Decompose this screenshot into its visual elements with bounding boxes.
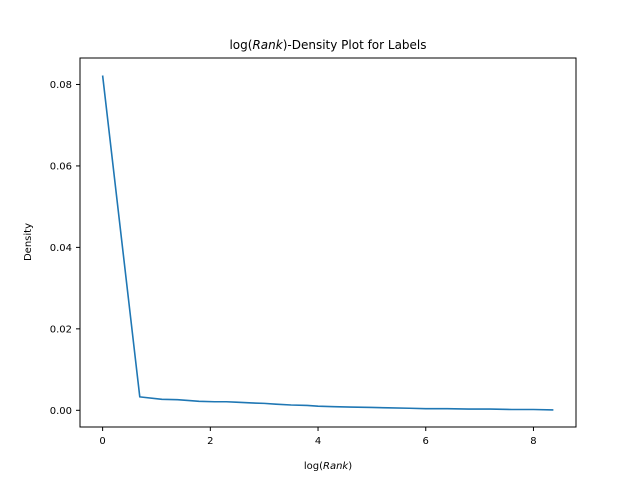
x-tick-label: 4 <box>315 436 321 447</box>
series-layer <box>101 75 554 411</box>
y-axis-label: Density <box>23 223 34 261</box>
x-axis-label: log(Rank) <box>304 461 352 472</box>
y-tick-label: 0.08 <box>50 80 72 91</box>
y-tick-label: 0.04 <box>50 243 72 254</box>
plot-frame <box>79 57 577 428</box>
ticks-layer: 0 2 4 6 8 0.00 0.02 0.04 0.06 0.08 <box>50 80 537 447</box>
x-tick-label: 6 <box>423 436 429 447</box>
y-tick-label: 0.02 <box>50 324 72 335</box>
x-tick-label: 0 <box>99 436 105 447</box>
y-tick-label: 0.00 <box>50 406 72 417</box>
x-tick-label: 2 <box>207 436 213 447</box>
chart-title: log(Rank)-Density Plot for Labels <box>229 38 426 52</box>
x-tick-label: 8 <box>530 436 536 447</box>
density-series-line <box>101 75 554 411</box>
y-tick-label: 0.06 <box>50 161 72 172</box>
